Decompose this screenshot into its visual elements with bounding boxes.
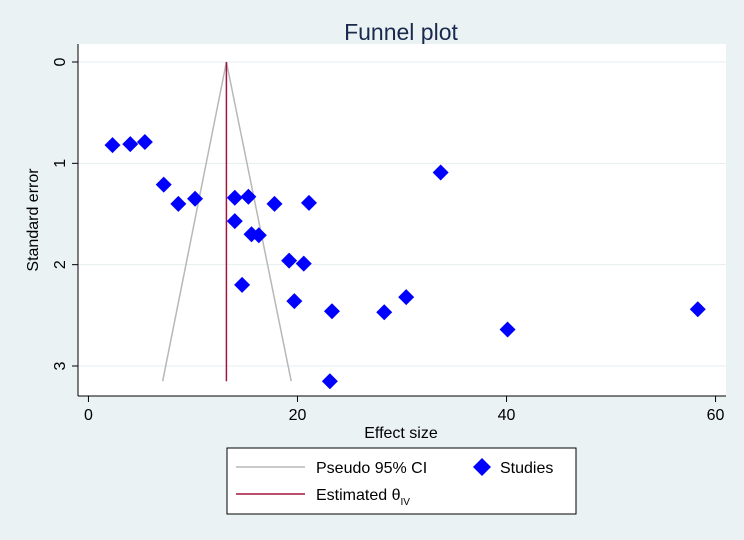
legend: Pseudo 95% CI Studies Estimated θIV	[226, 447, 577, 515]
study-points	[104, 134, 706, 390]
study-point	[266, 195, 283, 212]
x-tick-label: 40	[498, 407, 516, 424]
legend-box	[226, 447, 577, 515]
study-point	[155, 176, 172, 193]
study-point	[286, 293, 303, 310]
study-point	[170, 195, 187, 212]
study-point	[122, 136, 139, 153]
legend-studies-label: Studies	[500, 460, 553, 477]
study-point	[295, 255, 312, 272]
y-axis-label: Standard error	[25, 168, 42, 272]
y-tick-label: 2	[52, 260, 69, 269]
legend-studies-marker	[473, 458, 491, 476]
pseudo-ci-lines	[161, 61, 292, 382]
study-point	[226, 213, 243, 230]
study-point	[281, 252, 298, 269]
study-point	[398, 289, 415, 306]
plot-area	[78, 44, 726, 396]
study-point	[689, 301, 706, 318]
study-point	[376, 304, 393, 321]
study-point	[104, 137, 121, 154]
axes: 0 20 40 60 0 1 2 3	[52, 44, 726, 424]
study-point	[499, 321, 516, 338]
study-point	[187, 190, 204, 207]
study-point	[226, 189, 243, 206]
legend-estimate-label: Estimated θIV	[316, 487, 410, 508]
x-tick-label: 0	[84, 407, 93, 424]
study-point	[234, 276, 251, 293]
study-point	[300, 194, 317, 211]
study-point	[432, 164, 449, 181]
y-tick-label: 0	[52, 57, 69, 66]
ci-upper-line	[225, 61, 292, 382]
x-tick-label: 20	[289, 407, 307, 424]
study-point	[323, 303, 340, 320]
y-tick-label: 3	[52, 361, 69, 370]
legend-ci-label: Pseudo 95% CI	[316, 460, 427, 477]
x-tick-label: 60	[707, 407, 725, 424]
study-point	[240, 188, 257, 205]
ci-lower-line	[161, 61, 228, 382]
study-point	[250, 227, 267, 244]
study-point	[321, 373, 338, 390]
x-axis-label: Effect size	[364, 425, 438, 442]
study-point	[136, 134, 153, 151]
y-tick-label: 1	[52, 159, 69, 168]
chart-title: Funnel plot	[344, 19, 458, 45]
